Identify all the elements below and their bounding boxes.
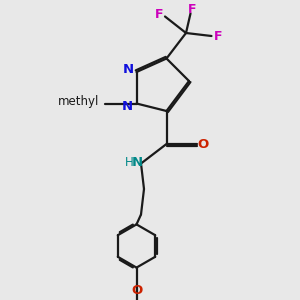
Text: H: H — [125, 155, 134, 169]
Text: O: O — [131, 284, 142, 297]
Text: N: N — [122, 100, 133, 113]
Text: N: N — [131, 156, 143, 170]
Text: F: F — [155, 8, 163, 21]
Text: N: N — [122, 62, 134, 76]
Text: F: F — [214, 30, 222, 43]
Text: F: F — [188, 3, 196, 16]
Text: O: O — [197, 137, 209, 151]
Text: methyl: methyl — [58, 95, 100, 108]
